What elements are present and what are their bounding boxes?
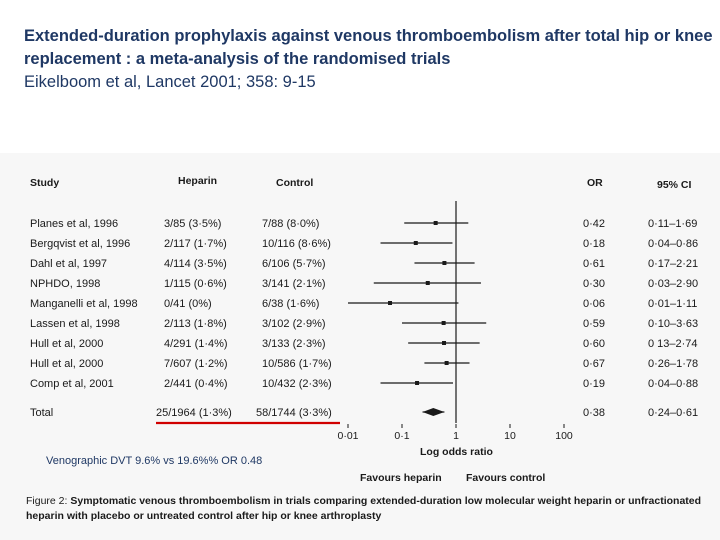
row-3-point	[442, 261, 447, 265]
total-or-value: 0·38	[583, 407, 605, 419]
total-control: 58/1744 (3·3%)	[256, 407, 332, 419]
row-5-or-value: 0·06	[583, 298, 605, 310]
row-4-heparin: 1/115 (0·6%)	[164, 278, 227, 290]
total-heparin: 25/1964 (1·3%)	[156, 407, 232, 419]
row-6-study: Lassen et al, 1998	[30, 318, 120, 330]
row-5-heparin: 0/41 (0%)	[164, 298, 212, 310]
row-5-study: Manganelli et al, 1998	[30, 298, 138, 310]
forest-plot-figure: Study Heparin Control OR 95% CI Planes e…	[0, 153, 720, 540]
total-ci-value: 0·24–0·61	[648, 407, 698, 419]
row-2-heparin: 2/117 (1·7%)	[164, 238, 227, 250]
row-9-point	[415, 381, 420, 385]
forest-plot: Study Heparin Control OR 95% CI Planes e…	[26, 175, 701, 522]
total-diamond	[422, 408, 445, 416]
row-3-study: Dahl et al, 1997	[30, 258, 107, 270]
x-tick-label: 100	[555, 430, 573, 442]
header-heparin: Heparin	[178, 175, 217, 187]
row-2-or-value: 0·18	[583, 238, 605, 250]
row-7-control: 3/133 (2·3%)	[262, 338, 326, 350]
row-5-control: 6/38 (1·6%)	[262, 298, 319, 310]
row-6-ci-value: 0·10–3·63	[648, 318, 698, 330]
row-7-study: Hull et al, 2000	[30, 338, 103, 350]
row-9-ci-value: 0·04–0·88	[648, 378, 698, 390]
x-axis: 0·01 0·1 1 10 100	[337, 201, 573, 442]
row-4-control: 3/141 (2·1%)	[262, 278, 326, 290]
row-4-point	[425, 281, 430, 285]
row-6-heparin: 2/113 (1·8%)	[164, 318, 227, 330]
row-2-ci-value: 0·04–0·86	[648, 238, 698, 250]
row-8-point	[444, 361, 449, 365]
slide-citation: Eikelboom et al, Lancet 2001; 358: 9-15	[24, 73, 316, 91]
row-8-or-value: 0·67	[583, 358, 605, 370]
row-1-study: Planes et al, 1996	[30, 218, 118, 230]
total-study: Total	[30, 407, 53, 419]
x-tick-label: 0·1	[394, 430, 409, 442]
caption-text: Symptomatic venous thromboembolism in tr…	[70, 495, 701, 507]
header-or: OR	[587, 177, 603, 189]
row-4-or-value: 0·30	[583, 278, 605, 290]
row-2-control: 10/116 (8·6%)	[262, 238, 331, 250]
x-tick-label: 0·01	[337, 430, 358, 442]
row-9-heparin: 2/441 (0·4%)	[164, 378, 228, 390]
row-1-or-value: 0·42	[583, 218, 605, 230]
row-9-control: 10/432 (2·3%)	[262, 378, 332, 390]
row-6-control: 3/102 (2·9%)	[262, 318, 326, 330]
row-7-or-value: 0·60	[583, 338, 605, 350]
header-study: Study	[30, 177, 59, 189]
plot-marks	[348, 221, 487, 416]
row-7-point	[442, 341, 447, 345]
row-1-ci-value: 0·11–1·69	[648, 218, 697, 230]
row-7-heparin: 4/291 (1·4%)	[164, 338, 228, 350]
row-1-point	[433, 221, 438, 225]
row-8-study: Hull et al, 2000	[30, 358, 103, 370]
row-8-control: 10/586 (1·7%)	[262, 358, 332, 370]
header-ci: 95% CI	[657, 179, 692, 191]
row-1-control: 7/88 (8·0%)	[262, 218, 319, 230]
caption-label: Figure 2:	[26, 495, 67, 507]
axis-title: Log odds ratio	[420, 446, 493, 458]
row-8-heparin: 7/607 (1·2%)	[164, 358, 228, 370]
row-9-or-value: 0·19	[583, 378, 605, 390]
row-6-or-value: 0·59	[583, 318, 605, 330]
row-6-point	[441, 321, 446, 325]
row-3-ci-value: 0·17–2·21	[648, 258, 698, 270]
slide-header: Extended-duration prophylaxis against ve…	[24, 25, 714, 93]
row-3-or-value: 0·61	[583, 258, 605, 270]
favours-control-label: Favours control	[466, 472, 545, 484]
figure-caption-line1: Figure 2: Symptomatic venous thromboembo…	[26, 495, 701, 507]
venographic-note: Venographic DVT 9.6% vs 19.6%% OR 0.48	[46, 455, 262, 467]
slide-title: Extended-duration prophylaxis against ve…	[24, 27, 713, 68]
row-3-heparin: 4/114 (3·5%)	[164, 258, 227, 270]
row-4-ci-value: 0·03–2·90	[648, 278, 698, 290]
row-7-ci-value: 0 13–2·74	[648, 338, 698, 350]
row-9-study: Comp et al, 2001	[30, 378, 114, 390]
study-rows: Planes et al, 1996 3/85 (3·5%) 7/88 (8·0%)…	[30, 218, 698, 419]
x-tick-label: 1	[453, 430, 459, 442]
row-8-ci-value: 0·26–1·78	[648, 358, 698, 370]
figure-caption-line2: heparin with placebo or untreated contro…	[26, 510, 381, 522]
row-2-point	[413, 241, 418, 245]
header-control: Control	[276, 177, 313, 189]
x-tick-label: 10	[504, 430, 516, 442]
row-1-heparin: 3/85 (3·5%)	[164, 218, 221, 230]
row-3-control: 6/106 (5·7%)	[262, 258, 326, 270]
row-4-study: NPHDO, 1998	[30, 278, 100, 290]
row-5-point	[388, 301, 393, 305]
favours-heparin-label: Favours heparin	[360, 472, 442, 484]
row-5-ci-value: 0·01–1·11	[648, 298, 697, 310]
row-2-study: Bergqvist et al, 1996	[30, 238, 130, 250]
